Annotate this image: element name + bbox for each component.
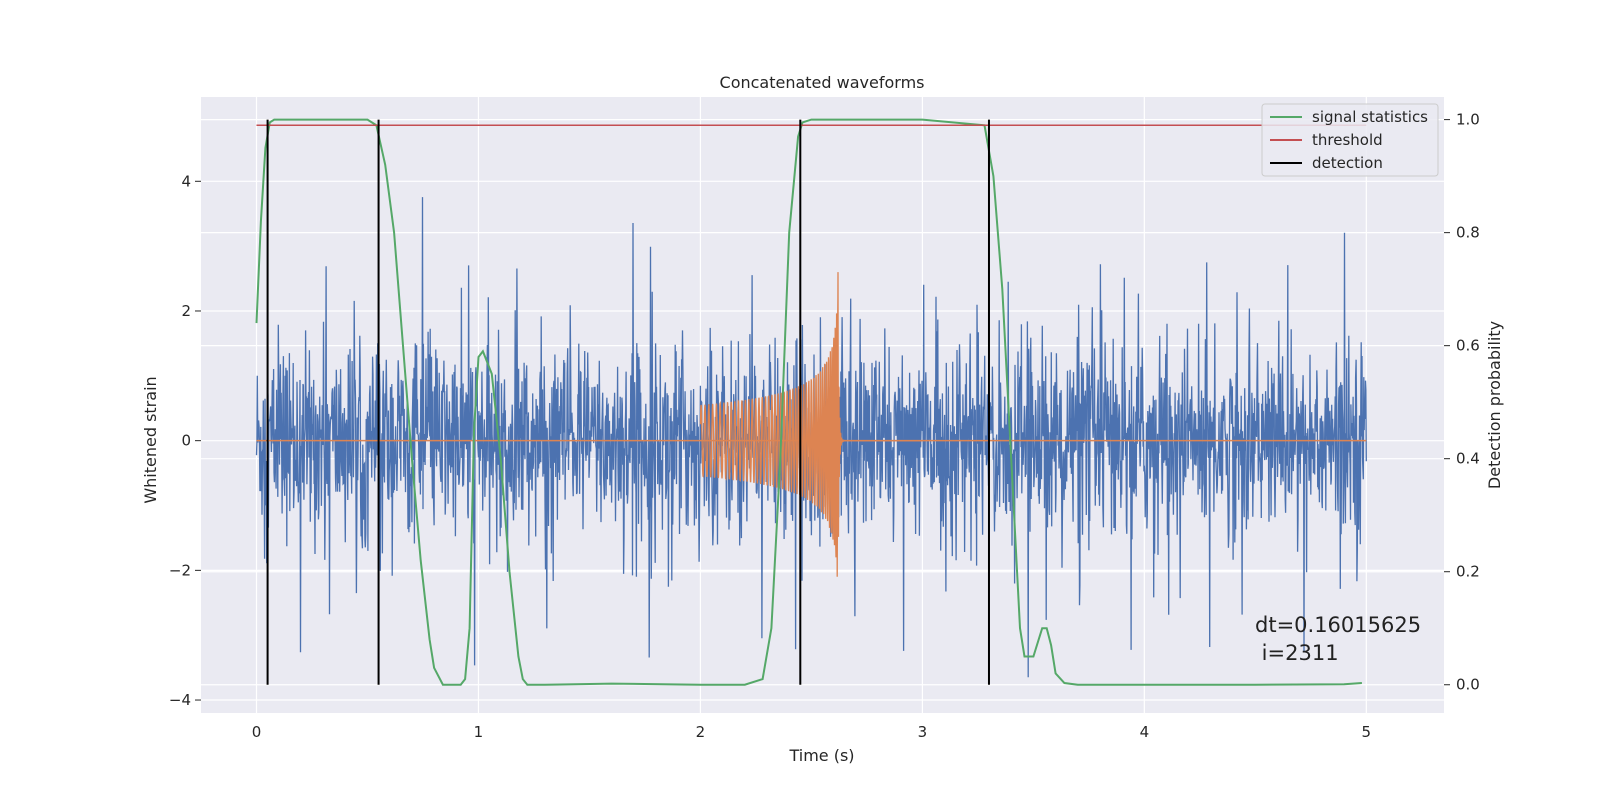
y-tick-label-left: 4 [181, 172, 191, 190]
x-tick-label: 1 [474, 723, 484, 741]
y-tick-label-right: 0.2 [1456, 563, 1480, 581]
x-tick-label: 2 [696, 723, 706, 741]
y-tick-label-right: 0.6 [1456, 337, 1480, 355]
x-tick-label: 0 [252, 723, 262, 741]
left-axis: −4 −2 0 2 4 [169, 172, 201, 709]
legend: signal statistics threshold detection [1261, 103, 1439, 177]
legend-label-detection: detection [1312, 154, 1383, 172]
signal-statistics-line [255, 118, 1362, 686]
x-tick-label: 4 [1140, 723, 1150, 741]
strain-series [255, 197, 1367, 678]
legend-label-signal-statistics: signal statistics [1312, 108, 1428, 126]
y-tick-label-right: 0.4 [1456, 450, 1480, 468]
y-tick-label-left: −2 [169, 561, 191, 579]
y-tick-label-left: 0 [181, 432, 191, 450]
x-axis: 0 1 2 3 4 5 [252, 723, 1371, 741]
annotation-dt: dt=0.16015625 [1255, 613, 1421, 637]
y-tick-label-right: 1.0 [1456, 111, 1480, 129]
legend-label-threshold: threshold [1312, 131, 1383, 149]
y-tick-label-right: 0.8 [1456, 224, 1480, 242]
x-tick-label: 5 [1362, 723, 1372, 741]
plot-area [255, 118, 1367, 686]
template-chirp [699, 272, 923, 577]
y-axis-label: Whitened strain [141, 376, 160, 503]
annotation-i: i=2311 [1255, 641, 1339, 665]
right-axis: 0.0 0.2 0.4 0.6 0.8 1.0 [1444, 111, 1480, 694]
y-tick-label-left: −4 [169, 691, 191, 709]
chart-title: Concatenated waveforms [720, 73, 925, 92]
x-axis-label: Time (s) [788, 746, 854, 765]
legend-box [1261, 103, 1439, 177]
y-axis-label-right: Detection probability [1485, 321, 1504, 489]
x-tick-label: 3 [918, 723, 928, 741]
y-tick-label-right: 0.0 [1456, 676, 1480, 694]
y-tick-label-left: 2 [181, 302, 191, 320]
